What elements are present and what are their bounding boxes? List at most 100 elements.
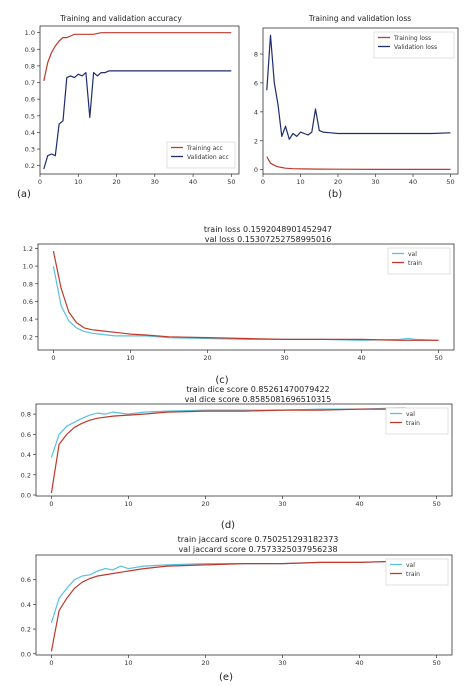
plot-d-legend-label: train [406, 420, 420, 427]
plot-b-xtick-label: 50 [446, 178, 454, 186]
plot-a-series-validation-acc [43, 70, 232, 170]
plot-a-xtick-label: 40 [189, 178, 197, 186]
plot-d-xtick-label: 0 [49, 500, 53, 508]
plot-c-xtick-label: 0 [51, 354, 55, 362]
plot-c-xtick-label: 30 [280, 354, 288, 362]
plot-a-ytick-label: 0.8 [25, 62, 35, 70]
plot-a: 0.2 0.3 0.4 0.5 0.6 0.7 0.8 0.9 1.0 0 10 20 30 40 50 Tr… [25, 25, 240, 186]
plot-b: 0 2 4 6 8 0 10 20 30 40 50 Training loss Validation … [254, 27, 459, 186]
panel-c: train loss 0.1592048901452947 val loss 0… [23, 225, 455, 386]
plot-b-ytick-label: 8 [254, 51, 258, 59]
plot-a-legend-box [166, 141, 236, 169]
plot-d-series-val [50, 407, 406, 458]
plot-d-xtick-label: 40 [355, 500, 363, 508]
panel-a: Training and validation accuracy 0.2 0.3 0… [17, 14, 240, 200]
plot-e-xtick-label: 40 [355, 659, 363, 667]
plot-d: 0.0 0.2 0.4 0.6 0.8 0 10 20 30 40 50 val train [21, 403, 453, 508]
plot-a-xtick-label: 20 [112, 178, 120, 186]
plot-e-ytick-label: 0.4 [21, 601, 31, 609]
plot-e-legend-label: train [406, 571, 420, 578]
plot-d-xtick-label: 30 [278, 500, 286, 508]
plot-d-ytick-label: 0.8 [21, 411, 31, 419]
plot-b-ytick-label: 2 [254, 137, 258, 145]
plot-e-xtick-label: 20 [201, 659, 209, 667]
plot-e-ytick-label: 0.0 [21, 650, 31, 658]
plot-a-ytick-label: 0.3 [25, 146, 35, 154]
panel-d-subtitle-2: val dice score 0.8585081696510315 [185, 395, 332, 404]
plot-e-legend-label: val [406, 562, 415, 569]
plot-e: 0.0 0.2 0.4 0.6 0 10 20 30 40 50 val train [21, 554, 453, 667]
plot-c-ytick-label: 0.2 [23, 333, 33, 341]
plot-c-ytick-label: 1.0 [23, 263, 33, 271]
plot-a-ytick-label: 0.7 [25, 79, 35, 87]
panel-b-title: Training and validation loss [308, 14, 411, 23]
panel-a-caption: (a) [17, 189, 31, 200]
plot-d-legend-label: val [406, 411, 415, 418]
plot-d-ytick-label: 0.6 [21, 431, 31, 439]
plot-b-xtick-label: 40 [409, 178, 417, 186]
plot-e-series-train [50, 560, 406, 652]
plot-b-legend-label: Training loss [393, 35, 431, 42]
panel-d-caption: (d) [221, 520, 235, 531]
plot-b-xtick-label: 20 [334, 178, 342, 186]
plot-c-legend-label: val [408, 251, 417, 258]
plot-e-xtick-label: 10 [124, 659, 132, 667]
panel-a-title: Training and validation accuracy [59, 14, 182, 23]
plot-b-ytick-label: 0 [254, 166, 258, 174]
plot-c-xtick-label: 40 [357, 354, 365, 362]
plot-a-xtick-label: 10 [74, 178, 82, 186]
plot-c-ytick-label: 0.4 [23, 316, 33, 324]
plot-c-frame [37, 243, 455, 351]
plot-e-ytick-label: 0.6 [21, 576, 31, 584]
panel-b-caption: (b) [328, 189, 342, 200]
plot-e-xtick-label: 50 [432, 659, 440, 667]
plot-c-ytick-label: 1.2 [23, 245, 33, 253]
plot-d-xtick-label: 10 [124, 500, 132, 508]
plot-d-xtick-label: 20 [201, 500, 209, 508]
plot-e-ytick-label: 0.2 [21, 626, 31, 634]
plot-a-legend-label: Validation acc [187, 154, 229, 161]
plot-a-xtick-label: 30 [151, 178, 159, 186]
plot-a-ytick-label: 0.6 [25, 96, 35, 104]
plot-d-legend-box [385, 407, 449, 435]
panel-d: train dice score 0.85261470079422 val di… [21, 385, 453, 531]
plot-c: 0.2 0.4 0.6 0.8 1.0 1.2 0 10 20 30 40 50 val train [23, 243, 455, 362]
plot-a-xtick-label: 0 [38, 178, 42, 186]
plot-b-xtick-label: 30 [371, 178, 379, 186]
plot-a-legend-label: Training acc [186, 145, 223, 152]
plot-b-ytick-label: 4 [254, 108, 258, 116]
panel-c-caption: (c) [215, 375, 228, 386]
plot-d-ytick-label: 0.2 [21, 471, 31, 479]
plot-e-frame [35, 554, 453, 656]
panel-e: train jaccard score 0.750251293182373 va… [21, 535, 453, 683]
panel-e-subtitle-2: val jaccard score 0.757332503795623​8 [178, 545, 337, 554]
plot-e-xtick-label: 30 [278, 659, 286, 667]
plot-b-legend-label: Validation loss [394, 44, 437, 51]
plot-d-frame [35, 403, 453, 497]
plot-a-ytick-label: 0.5 [25, 112, 35, 120]
plot-d-ytick-label: 0.0 [21, 491, 31, 499]
plot-b-xtick-label: 10 [296, 178, 304, 186]
plot-a-ytick-label: 0.2 [25, 162, 35, 170]
plot-d-xtick-label: 50 [432, 500, 440, 508]
plot-c-xtick-label: 50 [434, 354, 442, 362]
plot-e-legend-box [385, 558, 449, 586]
plot-d-ytick-label: 0.4 [21, 451, 31, 459]
plot-c-ytick-label: 0.6 [23, 298, 33, 306]
plot-c-xtick-label: 20 [203, 354, 211, 362]
plot-a-xtick-label: 50 [227, 178, 235, 186]
plot-a-ytick-label: 0.4 [25, 129, 35, 137]
plot-c-ytick-label: 0.8 [23, 280, 33, 288]
plot-c-legend-box [387, 247, 451, 275]
plot-b-ytick-label: 6 [254, 79, 258, 87]
plot-b-series-validation-loss [266, 34, 451, 140]
panel-e-subtitle-1: train jaccard score 0.750251293182373 [178, 535, 339, 544]
panel-b: Training and validation loss 0 2 4 6 8 0 10 20 3… [254, 14, 459, 200]
plot-a-ytick-label: 0.9 [25, 46, 35, 54]
plot-d-series-train [50, 408, 406, 494]
plot-c-xtick-label: 10 [126, 354, 134, 362]
plot-c-series-train [52, 250, 439, 341]
panel-e-caption: (e) [219, 672, 233, 683]
panel-d-subtitle-1: train dice score 0.85261470079422 [186, 385, 329, 394]
